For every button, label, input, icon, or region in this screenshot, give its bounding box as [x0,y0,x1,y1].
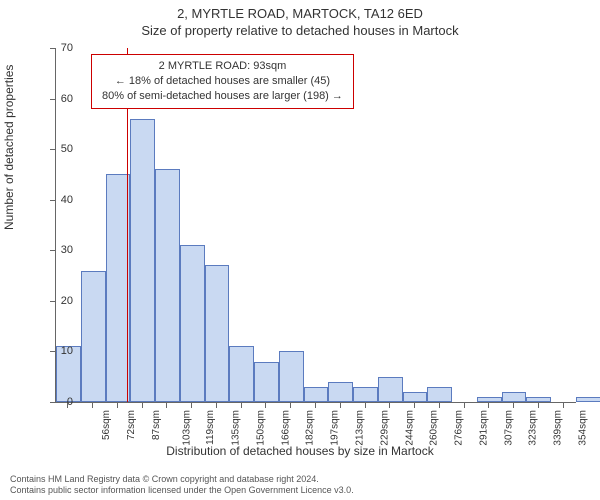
x-tick-mark [414,403,415,408]
x-tick-label: 87sqm [151,410,162,440]
histogram-bar [427,387,452,402]
x-tick-mark [538,403,539,408]
x-tick-mark [67,403,68,408]
y-tick-label: 60 [61,93,73,105]
x-tick-label: 182sqm [305,410,316,446]
page-subtitle: Size of property relative to detached ho… [0,23,600,38]
x-tick-label: 307sqm [503,410,514,446]
histogram-bar [155,169,180,402]
footer-attribution: Contains HM Land Registry data © Crown c… [10,474,590,497]
y-tick-label: 30 [61,244,73,256]
histogram-bar [81,271,106,402]
y-tick-label: 10 [61,345,73,357]
x-tick-label: 150sqm [256,410,267,446]
x-tick-label: 103sqm [181,410,192,446]
histogram-bar [403,392,428,402]
y-tick-mark [50,402,55,403]
x-tick-mark [265,403,266,408]
y-tick-label: 40 [61,194,73,206]
x-tick-label: 244sqm [404,410,415,446]
x-tick-mark [513,403,514,408]
callout-line-3: 80% of semi-detached houses are larger (… [102,89,343,104]
x-tick-mark [290,403,291,408]
histogram-bar [353,387,378,402]
y-tick-label: 70 [61,42,73,54]
x-tick-label: 229sqm [379,410,390,446]
y-tick-mark [50,301,55,302]
page-title: 2, MYRTLE ROAD, MARTOCK, TA12 6ED [0,6,600,21]
x-tick-label: 260sqm [429,410,440,446]
x-tick-label: 135sqm [231,410,242,446]
histogram-bar [328,382,353,402]
x-tick-label: 276sqm [454,410,465,446]
x-axis-label: Distribution of detached houses by size … [0,444,600,458]
x-tick-label: 56sqm [101,410,112,440]
histogram-bar [502,392,527,402]
y-tick-mark [50,351,55,352]
x-tick-label: 213sqm [355,410,366,446]
x-tick-mark [563,403,564,408]
histogram-bar [279,351,304,402]
histogram-bar [526,397,551,402]
x-tick-mark [117,403,118,408]
y-tick-mark [50,250,55,251]
x-tick-mark [216,403,217,408]
x-tick-label: 323sqm [528,410,539,446]
x-tick-mark [241,403,242,408]
x-tick-mark [166,403,167,408]
callout-line-2: ← 18% of detached houses are smaller (45… [102,74,343,89]
footer-line-2: Contains public sector information licen… [10,485,590,496]
x-tick-mark [389,403,390,408]
x-tick-label: 197sqm [330,410,341,446]
y-tick-mark [50,200,55,201]
x-tick-mark [488,403,489,408]
callout-box: 2 MYRTLE ROAD: 93sqm ← 18% of detached h… [91,54,354,109]
x-tick-label: 166sqm [280,410,291,446]
x-tick-mark [365,403,366,408]
x-tick-label: 72sqm [126,410,137,440]
x-tick-label: 291sqm [478,410,489,446]
histogram-bar [254,362,279,402]
chart-plot-area: 2 MYRTLE ROAD: 93sqm ← 18% of detached h… [55,48,576,403]
y-axis-label: Number of detached properties [2,65,16,230]
histogram-bar [576,397,600,402]
y-tick-mark [50,48,55,49]
histogram-bar [130,119,155,402]
x-tick-mark [439,403,440,408]
footer-line-1: Contains HM Land Registry data © Crown c… [10,474,590,485]
y-tick-label: 20 [61,295,73,307]
y-tick-mark [50,149,55,150]
x-tick-label: 339sqm [553,410,564,446]
y-tick-label: 50 [61,143,73,155]
y-tick-mark [50,99,55,100]
x-tick-mark [315,403,316,408]
x-tick-mark [191,403,192,408]
x-tick-mark [340,403,341,408]
histogram-bar [180,245,205,402]
histogram-bar [229,346,254,402]
callout-line-1: 2 MYRTLE ROAD: 93sqm [102,59,343,74]
x-tick-label: 354sqm [577,410,588,446]
x-tick-mark [92,403,93,408]
x-tick-mark [142,403,143,408]
histogram-bar [378,377,403,402]
histogram-bar [205,265,230,402]
x-tick-label: 119sqm [205,410,216,445]
x-tick-mark [464,403,465,408]
histogram-bar [304,387,329,402]
histogram-bar [477,397,502,402]
